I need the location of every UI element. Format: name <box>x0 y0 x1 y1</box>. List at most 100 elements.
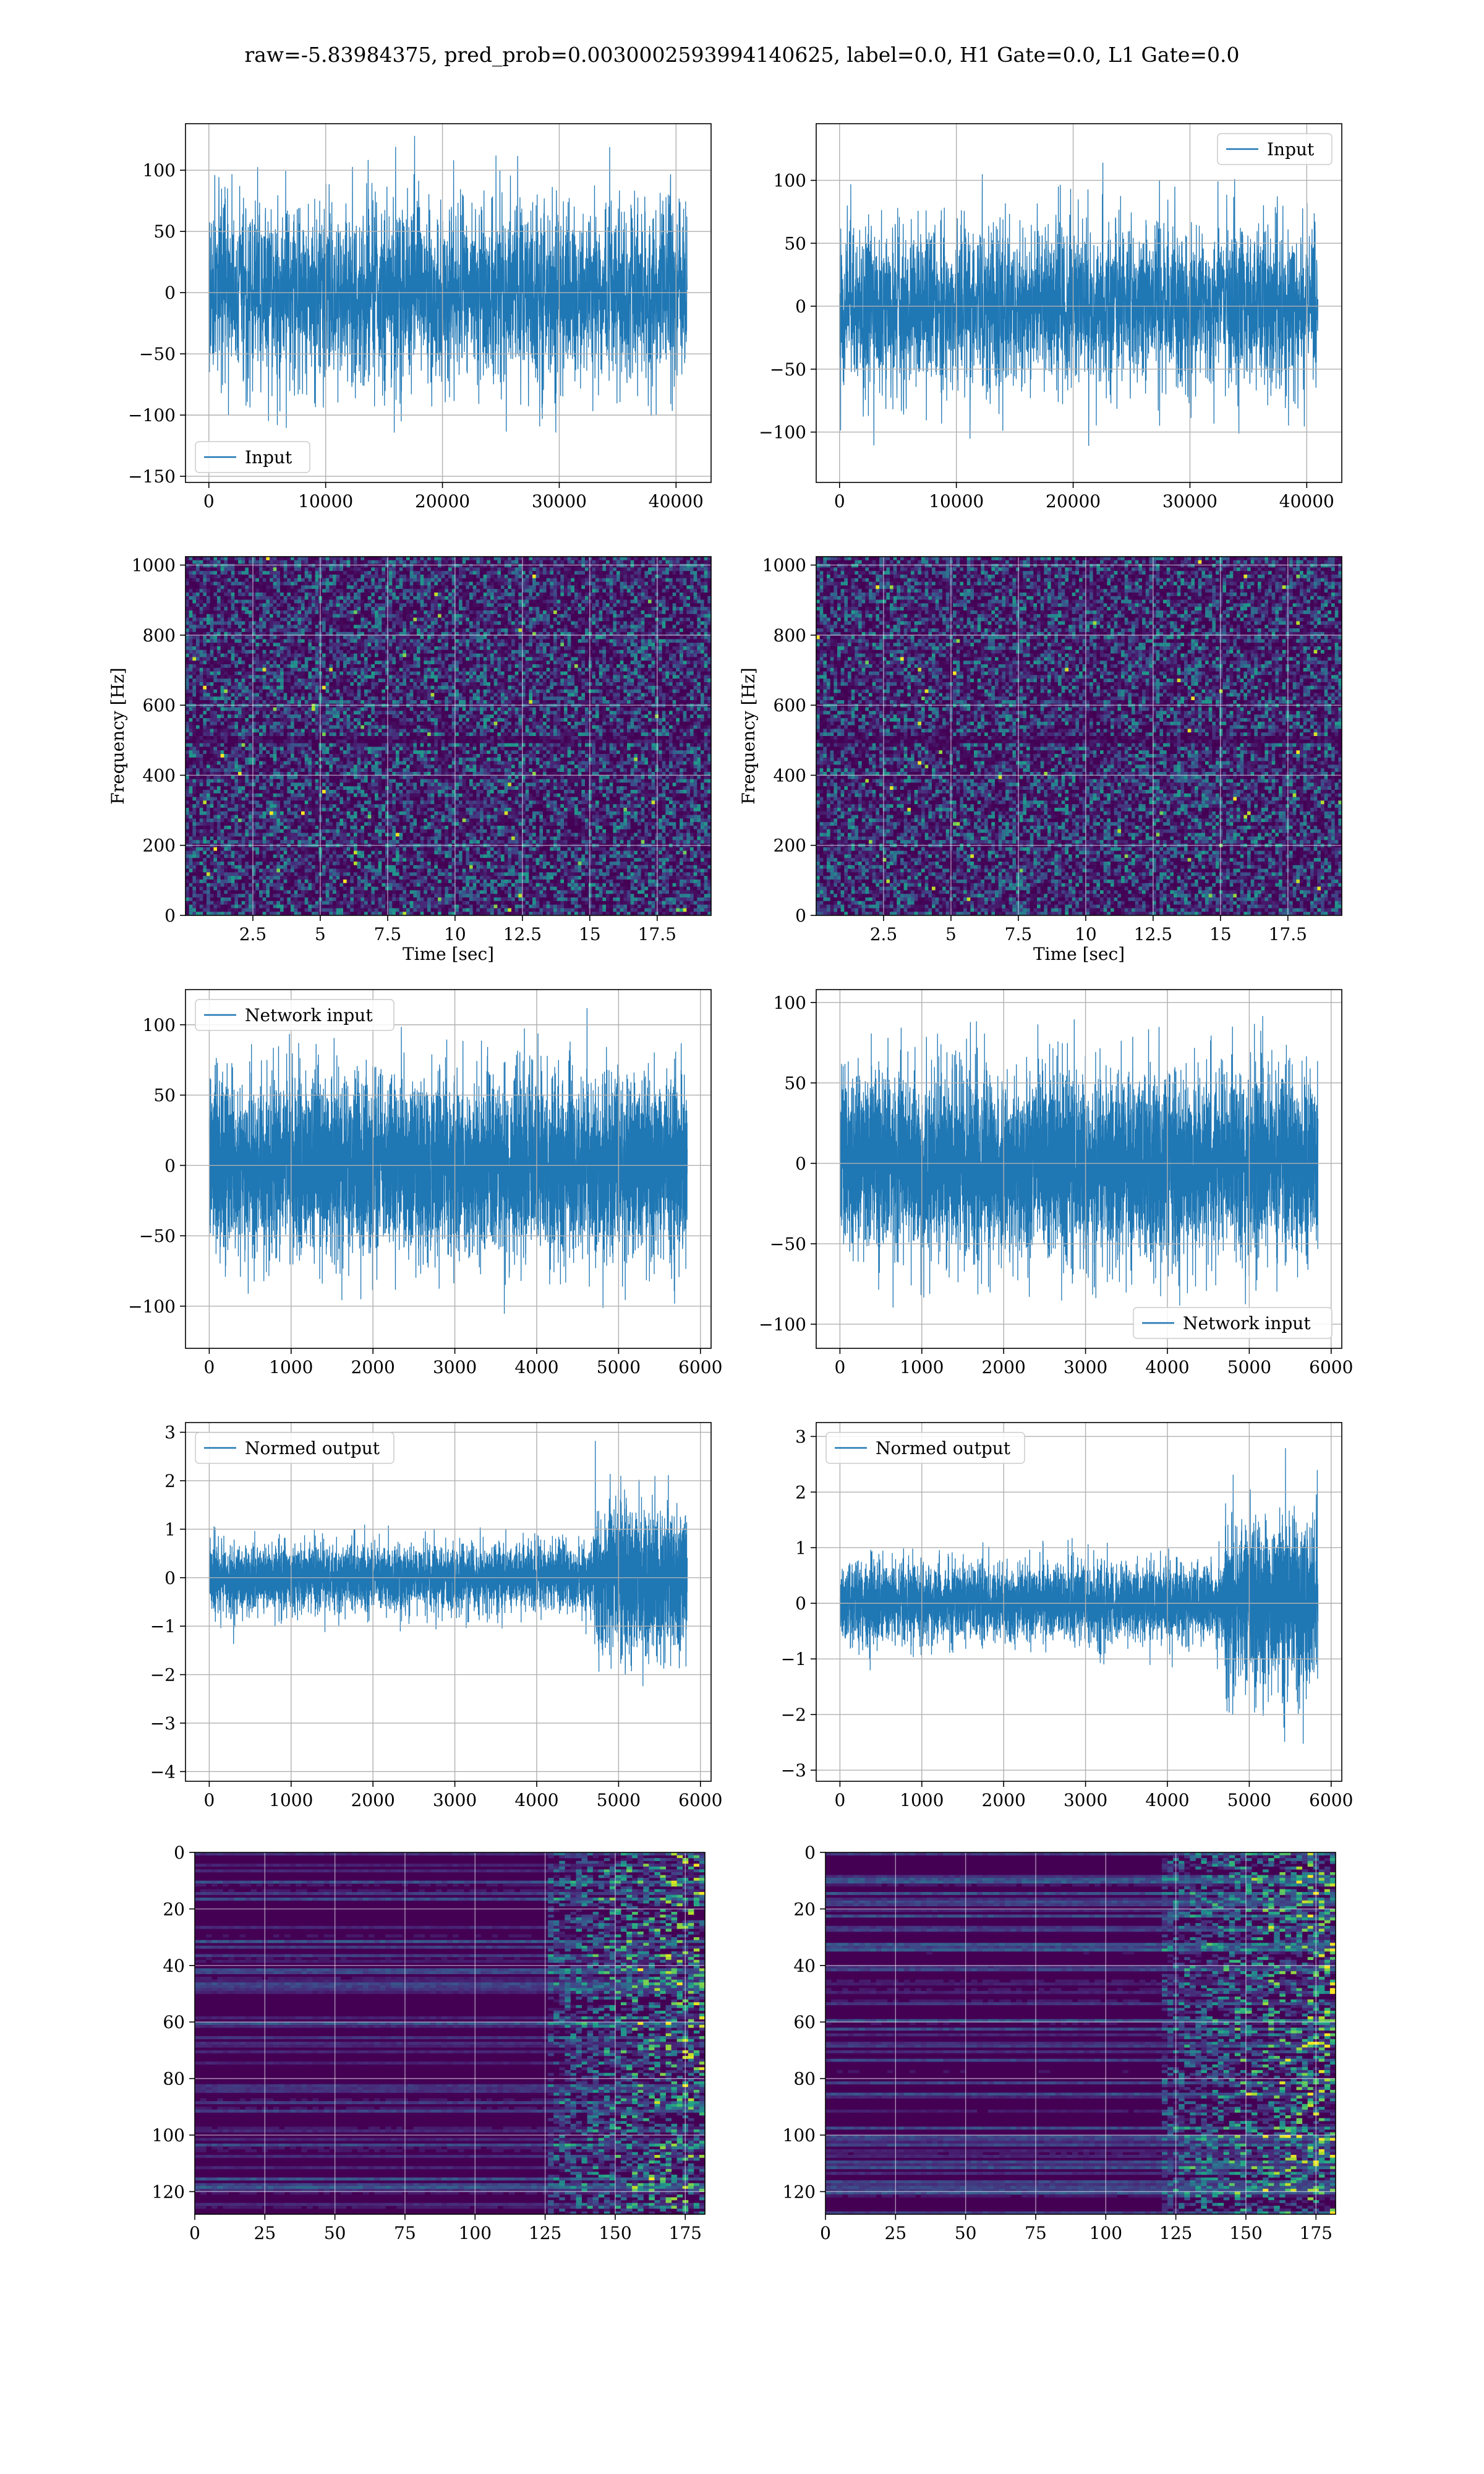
y-tick-label: 100 <box>143 1015 176 1035</box>
series-line <box>839 1016 1319 1308</box>
y-tick-label: 3 <box>795 1426 806 1447</box>
y-tick-label: −100 <box>128 405 176 426</box>
y-tick-label: −100 <box>759 422 806 443</box>
y-tick-label: 0 <box>795 905 806 926</box>
series-line <box>839 162 1318 446</box>
legend-label: Input <box>1267 139 1315 160</box>
l1-spectrogram-panel: 2.5 5 7.5 10 12.5 15 17.5 0 200 400 600 800 1000 Time… <box>738 555 1342 964</box>
legend-label: Network input <box>245 1005 373 1025</box>
axes-frame <box>185 1422 712 1782</box>
h1-network-input-panel: 0 1000 2000 3000 4000 5000 6000 −100 −50 0 50 100 Ne… <box>128 989 722 1377</box>
axes-frame <box>816 556 1342 916</box>
y-tick-label: −150 <box>128 466 176 487</box>
x-tick-label: 50 <box>324 2223 346 2243</box>
x-tick-label: 4000 <box>1145 1790 1189 1810</box>
y-tick-label: 20 <box>793 1899 816 1919</box>
x-tick-label: 30000 <box>532 491 587 511</box>
y-tick-label: 120 <box>152 2181 185 2202</box>
legend: Input <box>1217 133 1333 165</box>
legend-box <box>195 1432 394 1464</box>
series-line <box>208 135 688 433</box>
x-tick-label: 0 <box>203 491 215 511</box>
y-tick-label: 50 <box>784 1073 806 1094</box>
y-tick-label: 200 <box>774 836 806 856</box>
y-tick-label: 1000 <box>762 555 806 576</box>
series-line <box>208 1008 688 1314</box>
axes-frame <box>185 556 712 916</box>
x-tick-label: 10 <box>1075 924 1097 944</box>
x-tick-label: 40000 <box>1279 491 1334 511</box>
x-tick-label: 0 <box>203 1790 215 1810</box>
x-tick-label: 5 <box>315 924 326 944</box>
x-tick-label: 0 <box>834 491 845 511</box>
axes-frame <box>816 123 1342 483</box>
x-tick-label: 3000 <box>1064 1790 1107 1810</box>
h1-feature-map-panel: 0 25 50 75 100 125 150 175 0 20 40 60 80 100 120 <box>152 1843 706 2243</box>
x-tick-label: 50 <box>955 2223 977 2243</box>
x-tick-label: 0 <box>189 2223 200 2243</box>
x-tick-label: 125 <box>1159 2223 1192 2243</box>
x-tick-label: 17.5 <box>1269 924 1307 944</box>
y-tick-label: 0 <box>164 1568 176 1588</box>
y-tick-label: −50 <box>139 1226 176 1246</box>
y-tick-label: 50 <box>153 1085 176 1106</box>
axes-frame <box>185 989 712 1349</box>
x-tick-label: 20000 <box>415 491 470 511</box>
x-tick-label: 4000 <box>1145 1357 1189 1377</box>
x-tick-label: 15 <box>1209 924 1232 944</box>
x-tick-label: 0 <box>834 1357 845 1377</box>
x-tick-label: 4000 <box>514 1357 558 1377</box>
legend-label: Input <box>245 447 292 468</box>
y-tick-label: 600 <box>143 695 176 716</box>
y-tick-label: 60 <box>163 2012 185 2032</box>
x-tick-label: 100 <box>459 2223 492 2243</box>
x-tick-label: 0 <box>820 2223 831 2243</box>
y-tick-label: 2 <box>164 1471 176 1491</box>
legend-box <box>1133 1307 1333 1339</box>
y-tick-label: 1 <box>164 1519 176 1539</box>
y-tick-label: 80 <box>163 2069 185 2089</box>
y-tick-label: 120 <box>783 2181 816 2202</box>
x-tick-label: 20000 <box>1046 491 1101 511</box>
y-tick-label: 40 <box>793 1956 816 1976</box>
x-tick-label: 5000 <box>597 1790 641 1810</box>
y-tick-label: 0 <box>164 905 176 926</box>
y-tick-label: −3 <box>150 1713 176 1734</box>
x-tick-label: 0 <box>203 1357 215 1377</box>
x-axis-label: Time [sec] <box>403 944 494 964</box>
x-tick-label: 3000 <box>433 1790 477 1810</box>
x-tick-label: 2.5 <box>870 924 898 944</box>
series-line <box>839 1448 1319 1744</box>
x-tick-label: 6000 <box>678 1357 722 1377</box>
l1-feature-map-panel: 0 25 50 75 100 125 150 175 0 20 40 60 80 100 120 <box>783 1843 1336 2243</box>
y-tick-label: 40 <box>163 1956 185 1976</box>
y-tick-label: 100 <box>783 2125 816 2146</box>
x-tick-label: 6000 <box>678 1790 722 1810</box>
y-tick-label: 1000 <box>132 555 176 576</box>
legend: Network input <box>1133 1307 1333 1339</box>
y-tick-label: 50 <box>784 233 806 254</box>
x-tick-label: 1000 <box>900 1790 944 1810</box>
x-tick-label: 5 <box>945 924 957 944</box>
y-tick-label: 100 <box>774 993 806 1013</box>
y-tick-label: 600 <box>774 695 806 716</box>
axes-frame <box>816 989 1342 1349</box>
x-tick-label: 10 <box>444 924 466 944</box>
axes-frame <box>185 123 712 483</box>
x-axis-label: Time [sec] <box>1033 944 1125 964</box>
x-tick-label: 75 <box>394 2223 416 2243</box>
y-tick-label: −4 <box>150 1761 176 1782</box>
y-tick-label: 0 <box>804 1843 816 1863</box>
x-tick-label: 5000 <box>1227 1357 1271 1377</box>
y-tick-label: 50 <box>153 221 176 242</box>
y-tick-label: 20 <box>163 1899 185 1919</box>
x-tick-label: 15 <box>579 924 601 944</box>
y-tick-label: 200 <box>143 836 176 856</box>
y-tick-label: 2 <box>795 1482 806 1502</box>
y-axis-label: Frequency [Hz] <box>108 667 128 804</box>
legend: Input <box>195 441 310 473</box>
legend-box <box>195 999 394 1031</box>
y-tick-label: 0 <box>795 1154 806 1174</box>
y-tick-label: 800 <box>143 625 176 646</box>
